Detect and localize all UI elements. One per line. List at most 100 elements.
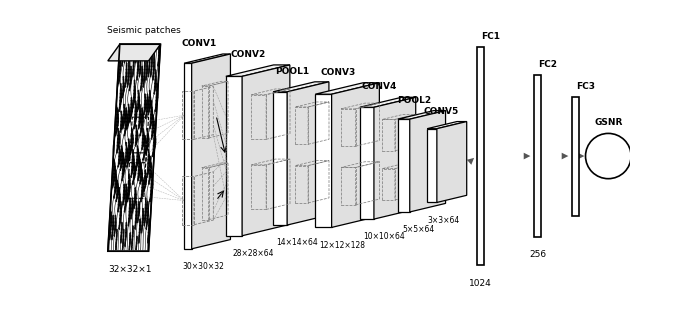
Polygon shape bbox=[147, 212, 148, 215]
Polygon shape bbox=[242, 65, 290, 236]
Polygon shape bbox=[122, 94, 123, 97]
Polygon shape bbox=[153, 146, 155, 150]
Polygon shape bbox=[131, 174, 132, 177]
Text: POOL2: POOL2 bbox=[398, 96, 432, 105]
Polygon shape bbox=[132, 153, 134, 156]
Polygon shape bbox=[128, 146, 130, 150]
Polygon shape bbox=[125, 83, 126, 87]
Polygon shape bbox=[121, 118, 122, 122]
Polygon shape bbox=[132, 136, 133, 139]
Polygon shape bbox=[112, 229, 113, 233]
Polygon shape bbox=[131, 142, 133, 146]
Polygon shape bbox=[139, 163, 141, 167]
Polygon shape bbox=[133, 63, 134, 66]
Polygon shape bbox=[126, 188, 127, 191]
Polygon shape bbox=[184, 54, 230, 63]
Polygon shape bbox=[156, 94, 158, 97]
Text: 3×3×64: 3×3×64 bbox=[428, 216, 460, 225]
Polygon shape bbox=[108, 44, 160, 61]
Polygon shape bbox=[132, 201, 133, 205]
Polygon shape bbox=[130, 208, 131, 212]
Polygon shape bbox=[125, 118, 127, 122]
Polygon shape bbox=[150, 170, 152, 174]
Polygon shape bbox=[137, 150, 139, 153]
Polygon shape bbox=[120, 97, 122, 101]
Polygon shape bbox=[141, 167, 142, 170]
Polygon shape bbox=[115, 170, 116, 174]
Polygon shape bbox=[145, 115, 146, 118]
Polygon shape bbox=[273, 82, 329, 92]
Polygon shape bbox=[123, 80, 124, 83]
Polygon shape bbox=[139, 160, 141, 163]
Polygon shape bbox=[150, 160, 151, 163]
Polygon shape bbox=[128, 156, 130, 160]
Polygon shape bbox=[127, 125, 128, 129]
Bar bbox=[477, 47, 484, 265]
Polygon shape bbox=[144, 146, 146, 150]
Polygon shape bbox=[427, 121, 467, 129]
Polygon shape bbox=[143, 136, 145, 139]
Polygon shape bbox=[120, 94, 122, 97]
Polygon shape bbox=[138, 97, 139, 101]
Polygon shape bbox=[287, 82, 329, 225]
Polygon shape bbox=[116, 195, 118, 198]
Polygon shape bbox=[126, 153, 128, 156]
Polygon shape bbox=[118, 201, 120, 205]
Polygon shape bbox=[128, 108, 130, 111]
Text: 28×28×64: 28×28×64 bbox=[232, 249, 274, 258]
Polygon shape bbox=[118, 129, 119, 132]
Polygon shape bbox=[144, 77, 145, 80]
Polygon shape bbox=[118, 205, 120, 208]
Polygon shape bbox=[140, 174, 142, 177]
Polygon shape bbox=[226, 76, 242, 236]
Polygon shape bbox=[360, 107, 374, 219]
Polygon shape bbox=[140, 163, 141, 167]
Polygon shape bbox=[120, 205, 121, 208]
Polygon shape bbox=[116, 177, 117, 181]
Polygon shape bbox=[132, 181, 134, 184]
Polygon shape bbox=[437, 121, 467, 202]
Polygon shape bbox=[115, 181, 117, 184]
Polygon shape bbox=[148, 163, 150, 167]
Polygon shape bbox=[150, 122, 152, 125]
Polygon shape bbox=[128, 195, 129, 198]
Polygon shape bbox=[140, 181, 141, 184]
Polygon shape bbox=[151, 177, 153, 181]
Polygon shape bbox=[126, 229, 127, 233]
Polygon shape bbox=[128, 191, 130, 195]
Polygon shape bbox=[126, 70, 127, 73]
Polygon shape bbox=[132, 205, 133, 208]
Polygon shape bbox=[398, 111, 445, 119]
Polygon shape bbox=[136, 212, 137, 215]
Polygon shape bbox=[124, 188, 125, 191]
Polygon shape bbox=[113, 174, 116, 177]
Polygon shape bbox=[137, 219, 138, 222]
Polygon shape bbox=[148, 111, 149, 115]
Polygon shape bbox=[134, 97, 135, 101]
Polygon shape bbox=[132, 160, 134, 163]
Polygon shape bbox=[131, 97, 132, 101]
Polygon shape bbox=[138, 212, 139, 215]
Polygon shape bbox=[108, 44, 160, 251]
Polygon shape bbox=[120, 125, 122, 129]
Polygon shape bbox=[127, 122, 129, 125]
Polygon shape bbox=[142, 188, 144, 191]
Polygon shape bbox=[147, 170, 149, 174]
Polygon shape bbox=[136, 156, 139, 160]
Polygon shape bbox=[138, 94, 139, 97]
Polygon shape bbox=[134, 115, 136, 118]
Polygon shape bbox=[134, 198, 136, 201]
Polygon shape bbox=[123, 160, 125, 163]
Polygon shape bbox=[134, 118, 136, 122]
Polygon shape bbox=[139, 118, 141, 122]
Polygon shape bbox=[117, 146, 119, 150]
Text: 5×5×64: 5×5×64 bbox=[402, 225, 434, 234]
Polygon shape bbox=[117, 191, 118, 195]
Polygon shape bbox=[153, 70, 154, 73]
Polygon shape bbox=[119, 195, 120, 198]
Polygon shape bbox=[315, 83, 379, 94]
Polygon shape bbox=[150, 191, 152, 195]
Polygon shape bbox=[116, 150, 118, 153]
Polygon shape bbox=[125, 125, 127, 129]
Polygon shape bbox=[144, 219, 146, 222]
